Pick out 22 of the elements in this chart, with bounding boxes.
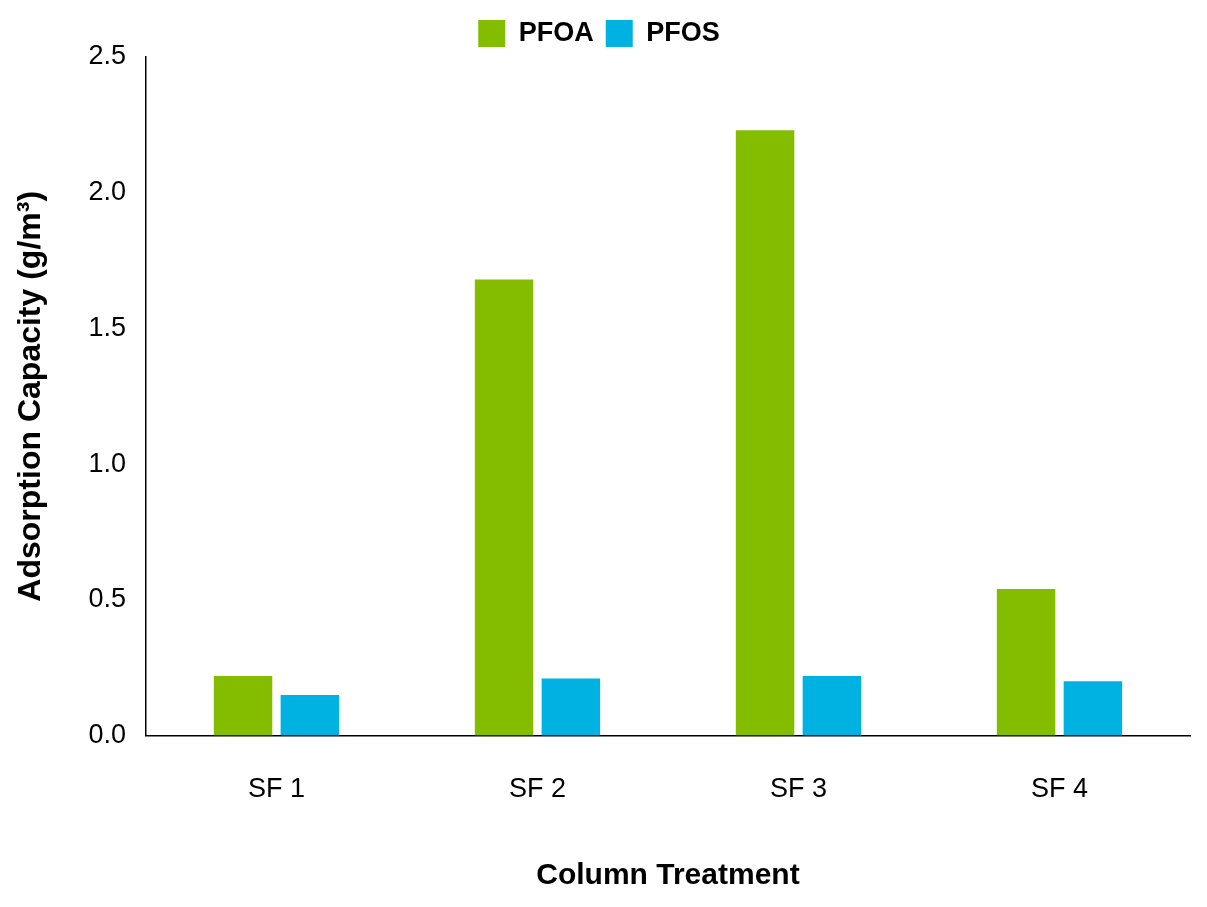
bar <box>474 279 534 736</box>
legend-label: PFOS <box>646 16 720 47</box>
y-tick-label: 1.0 <box>88 447 126 478</box>
y-tick-label: 0.5 <box>88 583 126 614</box>
bar <box>1063 681 1123 736</box>
y-axis-title: Adsorption Capacity (g/m³) <box>11 190 48 602</box>
y-tick-label: 0.0 <box>88 719 126 750</box>
bar <box>802 675 862 736</box>
y-tick-label: 1.5 <box>88 311 126 342</box>
x-tick-label: SF 3 <box>769 773 827 804</box>
legend-label: PFOA <box>518 16 594 47</box>
x-tick-label: SF 1 <box>247 773 305 804</box>
x-axis-title: Column Treatment <box>536 857 800 891</box>
bar <box>735 130 795 736</box>
x-tick-label: SF 2 <box>508 773 566 804</box>
y-tick-label: 2.5 <box>88 40 126 71</box>
bar <box>280 694 340 736</box>
bar <box>996 589 1056 736</box>
y-tick-label: 2.0 <box>88 176 126 207</box>
x-tick-label: SF 4 <box>1030 773 1089 804</box>
bar <box>541 678 601 736</box>
bar <box>213 675 273 736</box>
